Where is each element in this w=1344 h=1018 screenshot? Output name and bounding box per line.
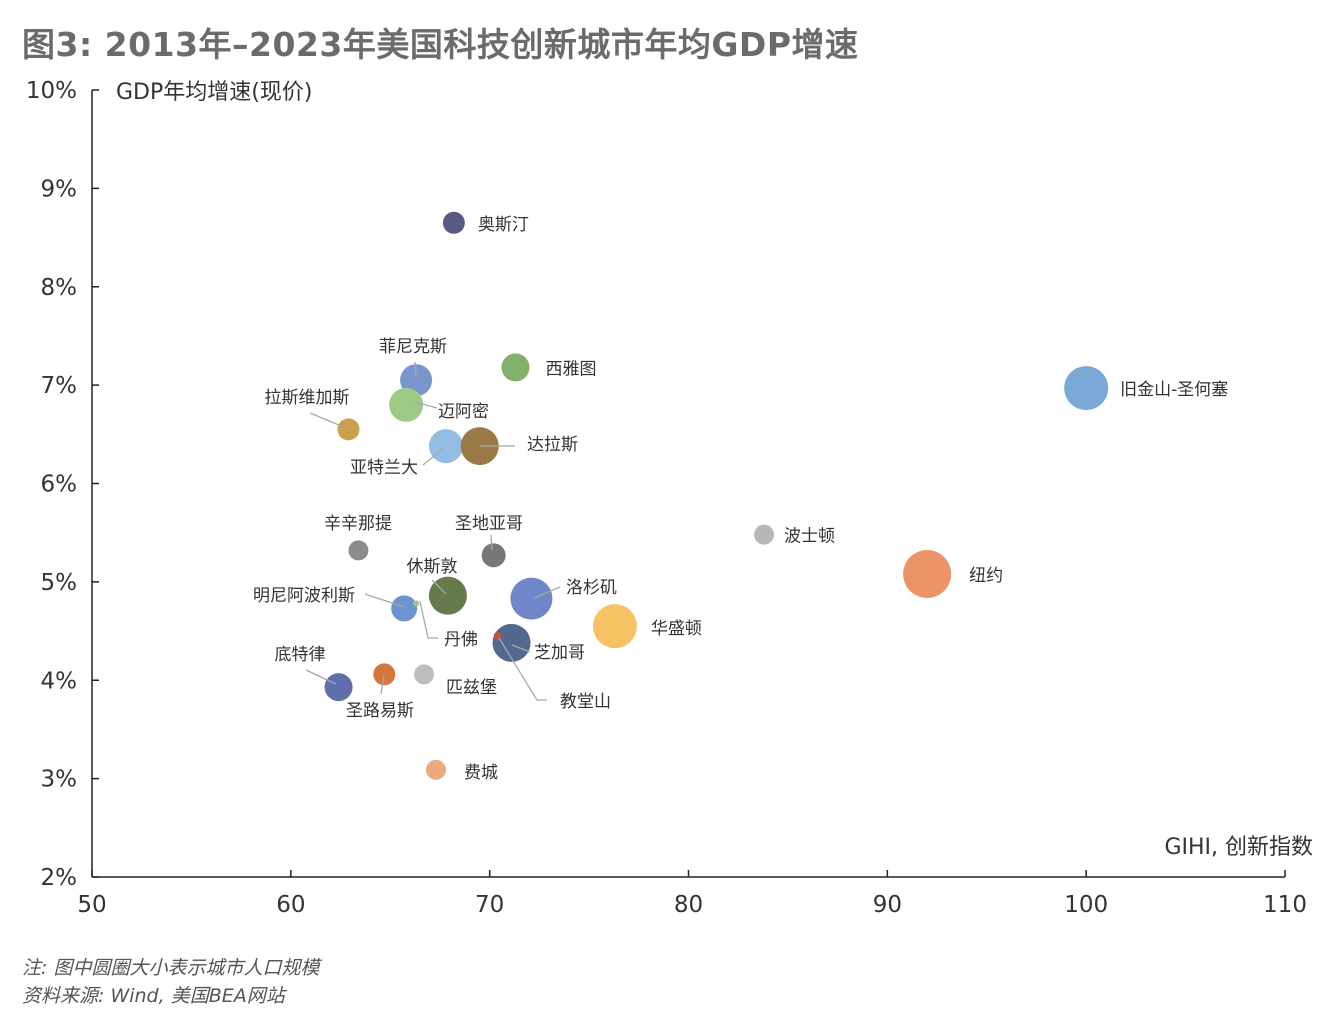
y-tick-label: 9%: [41, 176, 78, 202]
x-tick-label: 90: [873, 892, 902, 918]
point-label: 华盛顿: [651, 619, 702, 639]
leader-line: [414, 401, 438, 409]
bubble-point: [592, 604, 637, 649]
y-tick-label: 6%: [41, 472, 78, 498]
bubble-point: [460, 427, 499, 466]
point-label: 波士顿: [784, 527, 835, 547]
x-tick-label: 70: [475, 892, 504, 918]
bubble-point: [903, 550, 952, 599]
y-tick-label: 5%: [41, 570, 78, 596]
y-axis-label: GDP年均增速(现价): [116, 80, 312, 105]
y-tick-label: 2%: [41, 865, 78, 891]
leader-line: [309, 412, 347, 429]
chart-title: 图3: 2013年–2023年美国科技创新城市年均GDP增速: [22, 25, 859, 64]
point-label: 亚特兰大: [350, 458, 418, 478]
point-label: 西雅图: [546, 359, 597, 379]
bubble-point: [501, 353, 530, 382]
point-label: 菲尼克斯: [379, 337, 447, 357]
bubble-point: [414, 664, 435, 685]
bubble-point: [425, 759, 446, 780]
leader-line: [414, 361, 417, 379]
bubble-point: [373, 663, 396, 686]
x-tick-label: 100: [1064, 892, 1108, 918]
leader-line: [364, 593, 405, 608]
point-label: 达拉斯: [527, 435, 578, 455]
bubble-point: [1064, 366, 1109, 411]
point-label: 迈阿密: [438, 402, 489, 422]
x-tick-label: 60: [276, 892, 305, 918]
x-tick-label: 80: [674, 892, 703, 918]
point-label: 洛杉矶: [566, 578, 617, 598]
point-label: 明尼阿波利斯: [253, 586, 355, 606]
leader-line: [511, 644, 531, 653]
point-label: 匹兹堡: [446, 678, 497, 698]
leader-line: [380, 675, 385, 695]
point-label: 丹佛: [444, 630, 478, 650]
point-label: 旧金山-圣何塞: [1120, 380, 1228, 400]
y-tick-label: 7%: [41, 373, 78, 399]
x-axis-label: GIHI, 创新指数: [1164, 835, 1313, 860]
point-label: 底特律: [275, 645, 326, 665]
bubble-point: [510, 577, 553, 620]
point-label: 休斯敦: [407, 557, 458, 577]
point-label: 奥斯汀: [478, 215, 529, 235]
y-tick-label: 3%: [41, 767, 78, 793]
point-label: 芝加哥: [534, 643, 585, 663]
leader-line: [431, 579, 447, 595]
bubble-point: [442, 211, 465, 234]
footnote-source: 资料来源: Wind, 美国BEA网站: [22, 985, 285, 1007]
leader-line: [498, 637, 547, 701]
bubble-point: [391, 595, 418, 622]
point-label: 辛辛那提: [324, 514, 392, 534]
leader-line: [419, 600, 438, 639]
bubble-point: [493, 631, 502, 640]
bubble-point: [337, 418, 360, 441]
bubble-point: [413, 600, 420, 607]
point-label: 纽约: [969, 566, 1003, 586]
point-label: 教堂山: [560, 692, 611, 712]
y-tick-label: 8%: [41, 275, 78, 301]
leader-line: [422, 447, 445, 466]
point-label: 拉斯维加斯: [265, 388, 350, 408]
leader-line: [305, 669, 337, 685]
bubble-point: [324, 673, 353, 702]
point-label: 圣路易斯: [346, 701, 414, 721]
leader-line: [533, 586, 561, 599]
bubble-point: [492, 623, 531, 662]
leader-line: [490, 534, 493, 551]
bubble-point: [389, 387, 424, 422]
bubble-point: [348, 540, 369, 561]
bubble-point: [754, 524, 775, 545]
point-label: 圣地亚哥: [455, 514, 523, 534]
y-tick-label: 4%: [41, 668, 78, 694]
bubble-point: [428, 429, 463, 464]
x-tick-label: 110: [1263, 892, 1307, 918]
x-tick-label: 50: [77, 892, 106, 918]
point-label: 费城: [464, 763, 498, 783]
bubble-point: [481, 543, 506, 568]
y-tick-label: 10%: [26, 78, 77, 104]
footnote-size-note: 注: 图中圆圈大小表示城市人口规模: [22, 957, 320, 979]
